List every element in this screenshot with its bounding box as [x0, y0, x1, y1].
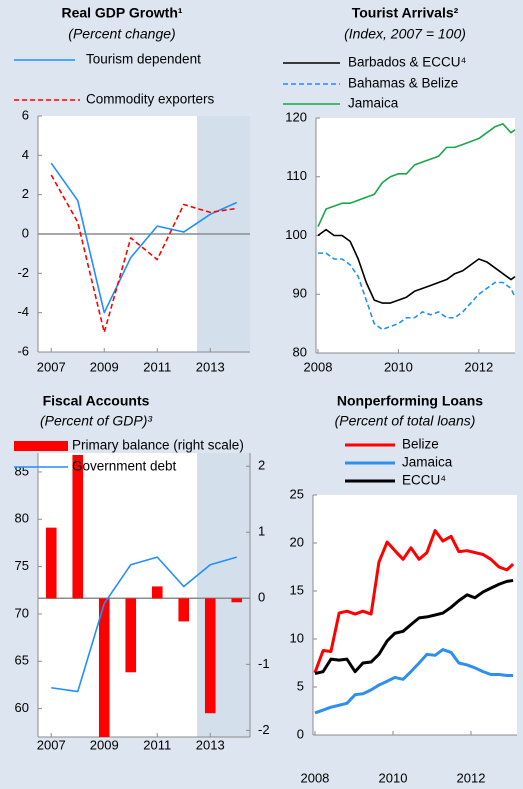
y-tick-label: -2	[17, 265, 29, 280]
chart-subtitle: (Percent of total loans)	[335, 413, 476, 429]
x-tick-label: 2010	[379, 770, 408, 785]
plot-area	[313, 495, 517, 735]
bar	[231, 598, 243, 603]
legend-label: Primary balance (right scale)	[72, 438, 244, 453]
x-tick-label: 2012	[464, 359, 493, 374]
x-tick-label: 2010	[384, 359, 413, 374]
series-line	[314, 648, 514, 715]
legend-label: Barbados & ECCU⁴	[348, 55, 467, 70]
legend-label: ECCU⁴	[402, 473, 446, 488]
x-tick-label: 2008	[304, 359, 333, 374]
y-tick-label: 85	[15, 463, 29, 478]
y-tick-label: 25	[290, 486, 304, 501]
x-tick-label: 2007	[37, 359, 66, 374]
series-line	[317, 123, 516, 228]
y-tick-label: 0	[297, 726, 304, 741]
x-tick-label: 2011	[143, 359, 171, 374]
legend-label: Tourism dependent	[86, 52, 201, 67]
bar	[204, 598, 216, 714]
series-line	[314, 578, 514, 676]
bar	[125, 598, 137, 673]
chart-title: Nonperforming Loans	[337, 393, 483, 409]
y-tick-label: 2	[22, 186, 29, 201]
chart-title: Real GDP Growth¹	[61, 5, 182, 21]
y-tick-label: 4	[22, 147, 29, 162]
y-tick-label: 80	[15, 511, 29, 526]
series-line	[313, 529, 515, 674]
y-tick-label: 15	[290, 582, 304, 597]
x-tick-label: 2012	[457, 770, 486, 785]
y-tick-label: -6	[17, 343, 29, 358]
y-tick-label: 120	[285, 109, 307, 124]
y-tick-label: -4	[17, 304, 29, 319]
legend-label: Belize	[402, 437, 439, 452]
y2-tick-label: -2	[258, 722, 270, 737]
bar	[45, 527, 57, 599]
x-tick-label: 2007	[37, 737, 66, 752]
bar	[151, 586, 163, 599]
bar	[72, 454, 84, 599]
legend-swatch	[14, 441, 68, 451]
y-tick-label: 100	[285, 227, 307, 242]
y2-tick-label: -1	[258, 656, 270, 671]
y2-tick-label: 0	[258, 590, 265, 605]
x-tick-label: 2009	[90, 737, 119, 752]
y-tick-label: 80	[293, 344, 307, 359]
y-tick-label: 65	[15, 653, 29, 668]
chart-title: Fiscal Accounts	[43, 393, 150, 409]
legend-label: Jamaica	[402, 455, 453, 470]
chart-subtitle: (Percent of GDP)³	[40, 413, 152, 429]
y-tick-label: 10	[290, 630, 304, 645]
chart-subtitle: (Percent change)	[68, 26, 175, 42]
chart-subtitle: (Index, 2007 = 100)	[344, 26, 466, 42]
legend-label: Government debt	[72, 459, 177, 474]
y-tick-label: 6	[22, 107, 29, 122]
y-tick-label: 90	[293, 286, 307, 301]
bar	[178, 598, 190, 622]
series-line	[317, 228, 516, 304]
y2-tick-label: 1	[258, 524, 265, 539]
y-tick-label: 75	[15, 558, 29, 573]
x-tick-label: 2011	[143, 737, 171, 752]
x-tick-label: 2013	[196, 737, 225, 752]
y-tick-label: 110	[286, 168, 307, 183]
legend-label: Bahamas & Belize	[348, 76, 458, 91]
series-line	[50, 162, 238, 314]
x-tick-label: 2008	[300, 770, 329, 785]
y-tick-label: 60	[15, 700, 29, 715]
chart-title: Tourist Arrivals²	[352, 5, 459, 21]
legend-label: Commodity exporters	[86, 92, 215, 107]
y-tick-label: 70	[15, 605, 29, 620]
bar	[98, 598, 110, 737]
y-tick-label: 5	[297, 678, 304, 693]
y-tick-label: 0	[22, 225, 29, 240]
series-line	[318, 252, 516, 331]
x-tick-label: 2009	[90, 359, 119, 374]
plot-area	[316, 118, 515, 353]
legend-label: Jamaica	[348, 96, 399, 111]
y-tick-label: 20	[290, 534, 304, 549]
y2-tick-label: 2	[258, 458, 265, 473]
x-tick-label: 2013	[196, 359, 225, 374]
series-line	[51, 556, 237, 693]
series-line	[50, 174, 237, 334]
